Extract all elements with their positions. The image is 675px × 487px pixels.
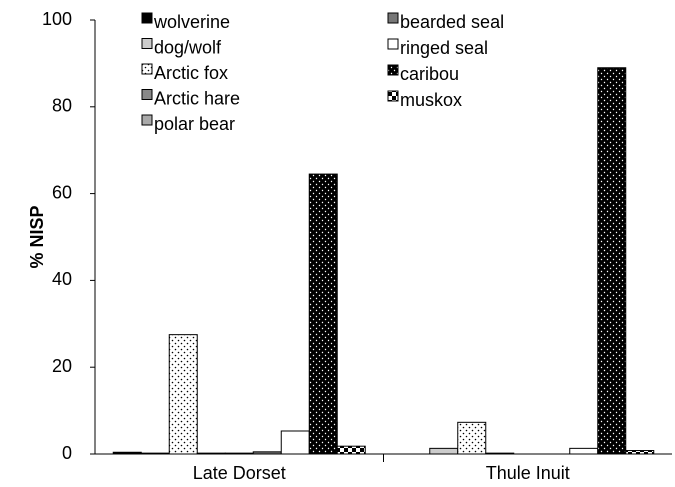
legend-label: wolverine [153,12,230,32]
legend-swatch [387,12,399,24]
bar [280,430,310,455]
y-tick-label: 20 [52,356,72,376]
legend-label: bearded seal [400,12,504,32]
legend-swatch [141,89,153,100]
legend-label: dog/wolf [154,37,222,57]
bar [569,447,599,455]
bar [336,445,366,455]
legend-label: Arctic fox [154,63,228,83]
y-tick-label: 80 [52,96,72,116]
legend-label: polar bear [154,114,235,134]
legend-swatch [387,38,399,50]
bar [196,452,226,455]
x-tick-label: Thule Inuit [486,463,570,483]
legend-swatch [141,12,153,24]
bar [485,452,515,455]
bar [112,451,142,455]
y-tick-label: 40 [52,269,72,289]
bar [429,447,459,455]
legend-swatch [387,90,399,102]
bar [308,173,338,455]
bar [625,450,655,455]
y-axis-label: % NISP [27,205,47,268]
y-tick-label: 100 [42,9,72,29]
bar [224,452,254,455]
bar [252,451,282,455]
legend-swatch [387,64,399,76]
legend-label: caribou [400,64,459,84]
legend-swatch [141,114,153,126]
bar [457,421,487,455]
x-tick-label: Late Dorset [193,463,286,483]
legend-label: Arctic hare [154,88,240,108]
bar [168,334,198,455]
legend-swatch [141,38,153,49]
y-tick-label: 0 [62,443,72,463]
y-tick-label: 60 [52,182,72,202]
legend-label: ringed seal [400,38,488,58]
bar [597,67,627,455]
bar [140,452,170,455]
legend-label: muskox [400,90,462,110]
legend-swatch [141,63,153,75]
